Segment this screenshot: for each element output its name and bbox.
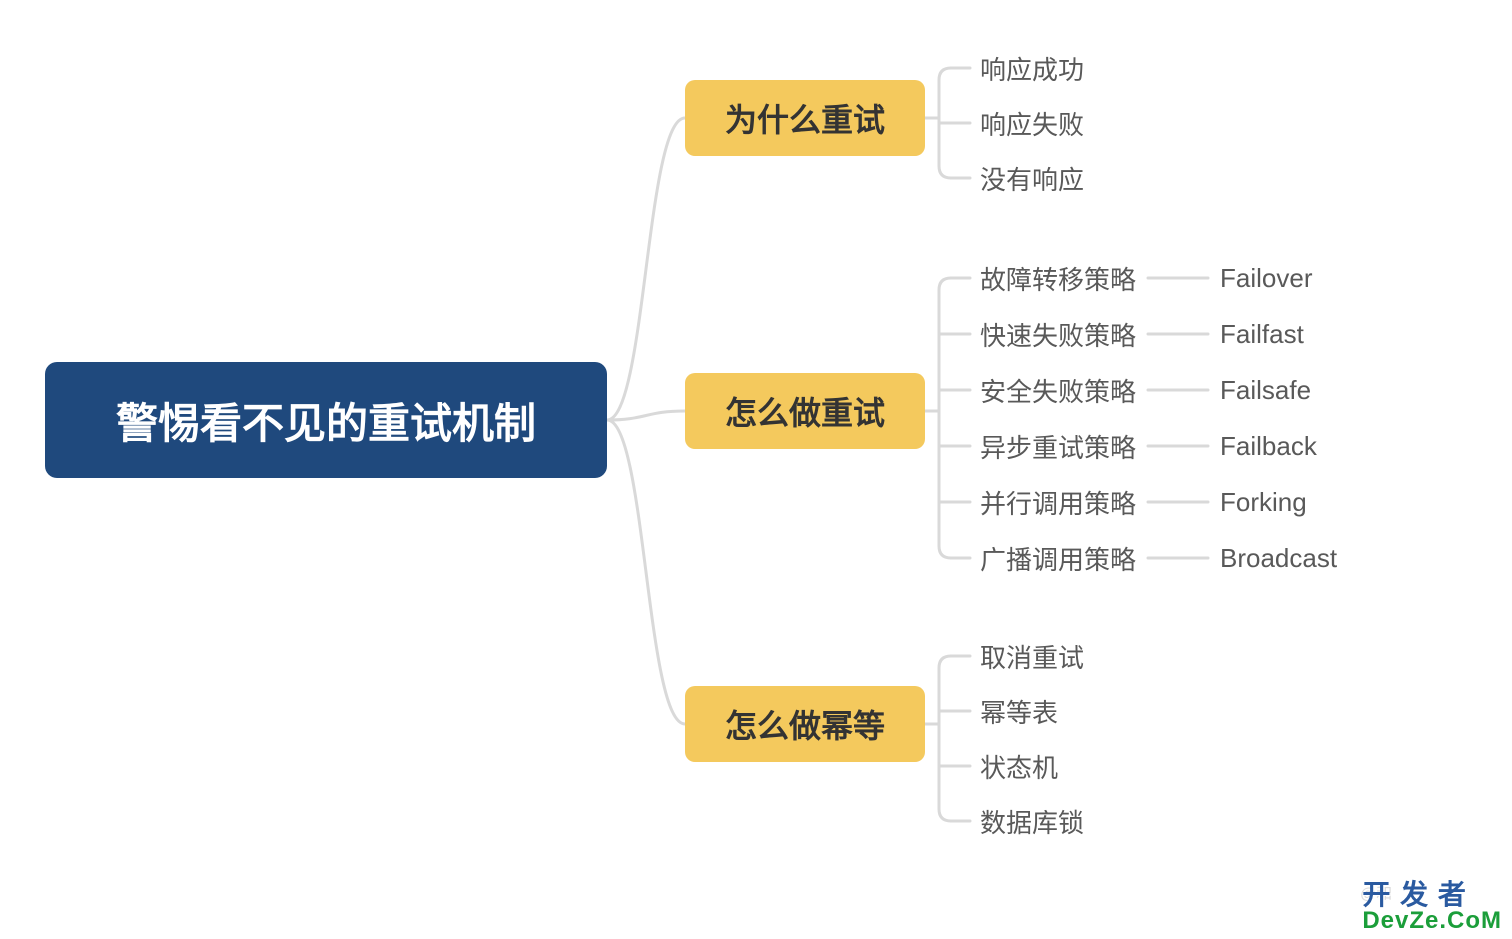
leaf-how-3: 异步重试策略	[980, 428, 1136, 464]
watermark-line1: 开 发 者	[1362, 881, 1502, 909]
leaf-idem-1: 幂等表	[980, 693, 1058, 729]
leaf-how-2-sub: Failsafe	[1220, 372, 1311, 408]
leaf-how-0-sub: Failover	[1220, 260, 1312, 296]
leaf-why-2: 没有响应	[980, 160, 1084, 196]
leaf-how-1: 快速失败策略	[980, 316, 1136, 352]
leaf-how-3-sub: Failback	[1220, 428, 1317, 464]
leaf-why-1: 响应失败	[980, 105, 1084, 141]
leaf-how-2: 安全失败策略	[980, 372, 1136, 408]
leaf-how-5-sub: Broadcast	[1220, 540, 1337, 576]
root-node: 警惕看不见的重试机制	[45, 362, 607, 478]
leaf-idem-2: 状态机	[980, 748, 1058, 784]
leaf-why-0: 响应成功	[980, 50, 1084, 86]
leaf-idem-3: 数据库锁	[980, 803, 1084, 839]
leaf-how-4-sub: Forking	[1220, 484, 1307, 520]
leaf-how-4: 并行调用策略	[980, 484, 1136, 520]
leaf-how-0: 故障转移策略	[980, 260, 1136, 296]
branch-idem: 怎么做幂等	[685, 686, 925, 762]
watermark-line2: DevZe.CoM	[1362, 909, 1502, 933]
site-watermark: 开 发 者 DevZe.CoM	[1362, 881, 1502, 933]
leaf-idem-0: 取消重试	[980, 638, 1084, 674]
branch-why: 为什么重试	[685, 80, 925, 156]
branch-how: 怎么做重试	[685, 373, 925, 449]
leaf-how-1-sub: Failfast	[1220, 316, 1304, 352]
leaf-how-5: 广播调用策略	[980, 540, 1136, 576]
